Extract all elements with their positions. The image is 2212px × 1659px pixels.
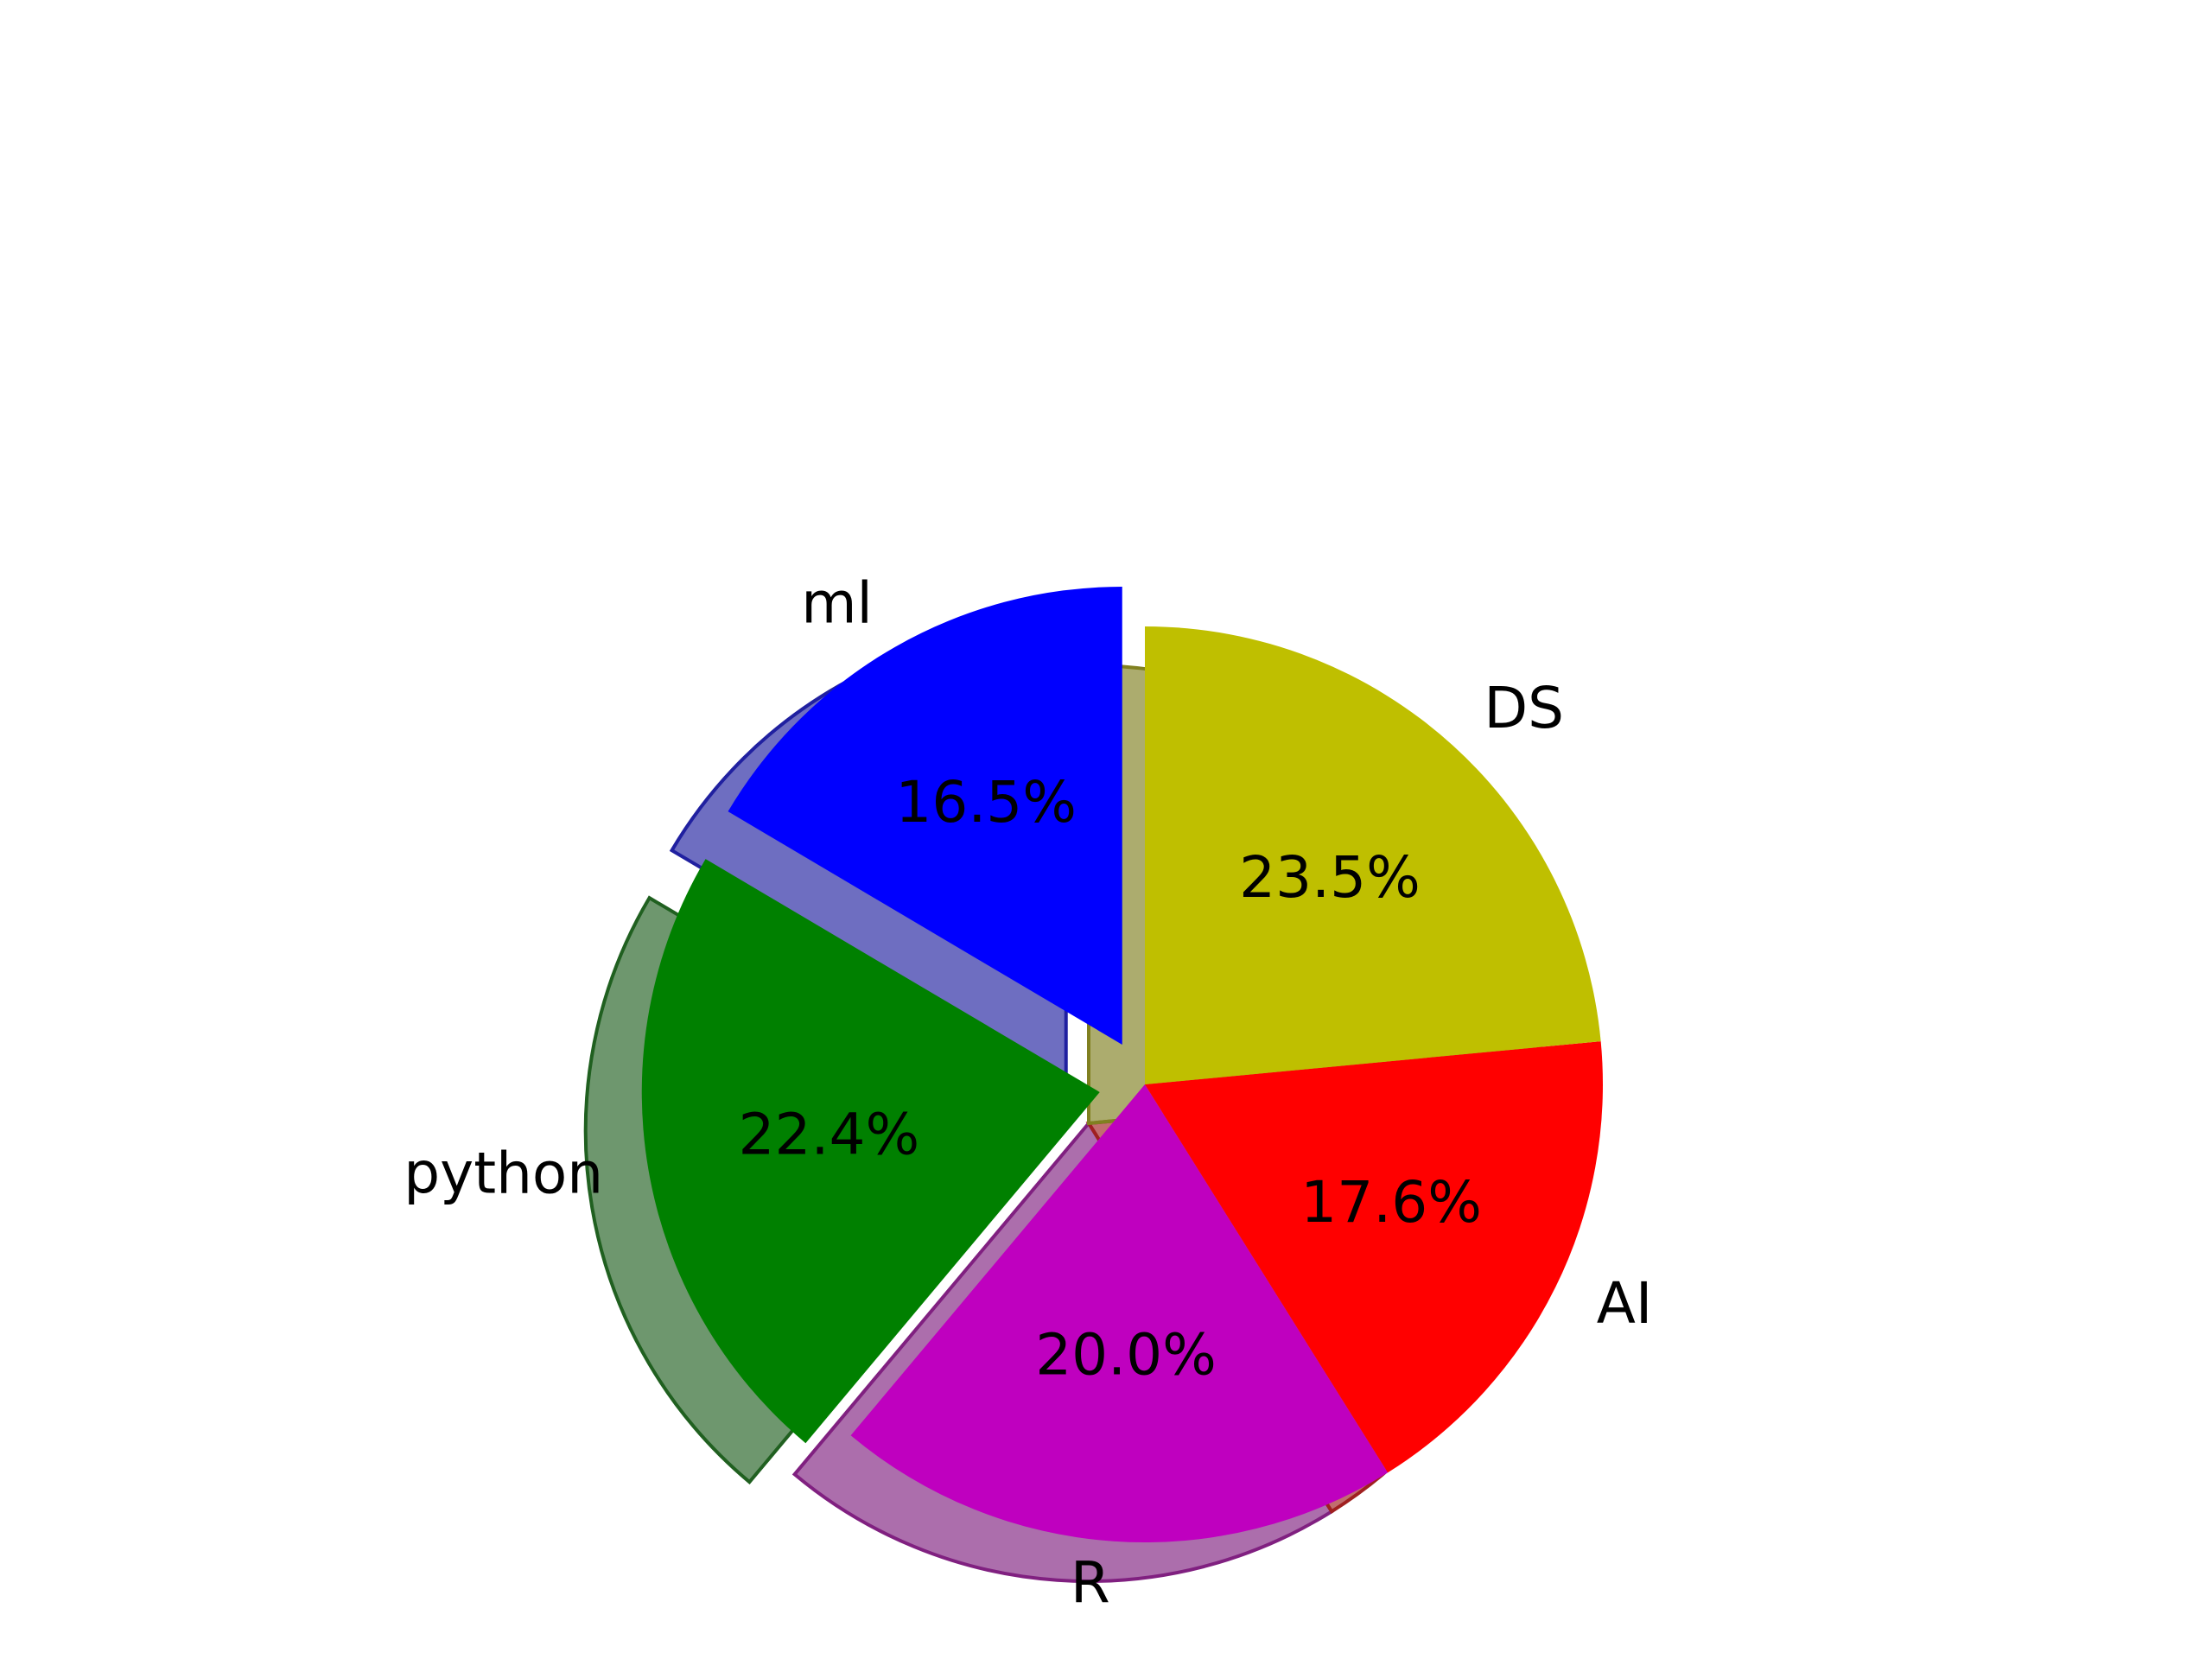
slice-label-ds: DS — [1484, 675, 1564, 741]
slice-layer — [641, 586, 1603, 1542]
pct-label-ml: 16.5% — [895, 769, 1077, 836]
slice-label-ml: ml — [801, 570, 873, 637]
pie-slice-python — [641, 859, 1100, 1444]
pie-slice-ai — [1145, 1041, 1603, 1473]
slice-label-r: R — [1071, 1550, 1110, 1617]
label-layer: ml 16.5% python 22.4% R 20.0% AI 17.6% DS 23.5% — [404, 570, 1652, 1617]
slice-label-ai: AI — [1597, 1270, 1653, 1337]
pct-label-ds: 23.5% — [1239, 844, 1421, 911]
pct-label-ai: 17.6% — [1300, 1169, 1482, 1236]
pie-slice-ds — [1145, 626, 1601, 1084]
pct-label-r: 20.0% — [1035, 1321, 1217, 1388]
pie-slice-ml — [728, 586, 1122, 1045]
slice-label-python: python — [404, 1140, 603, 1206]
pie-slice-r — [850, 1084, 1389, 1542]
pct-label-python: 22.4% — [738, 1102, 919, 1168]
